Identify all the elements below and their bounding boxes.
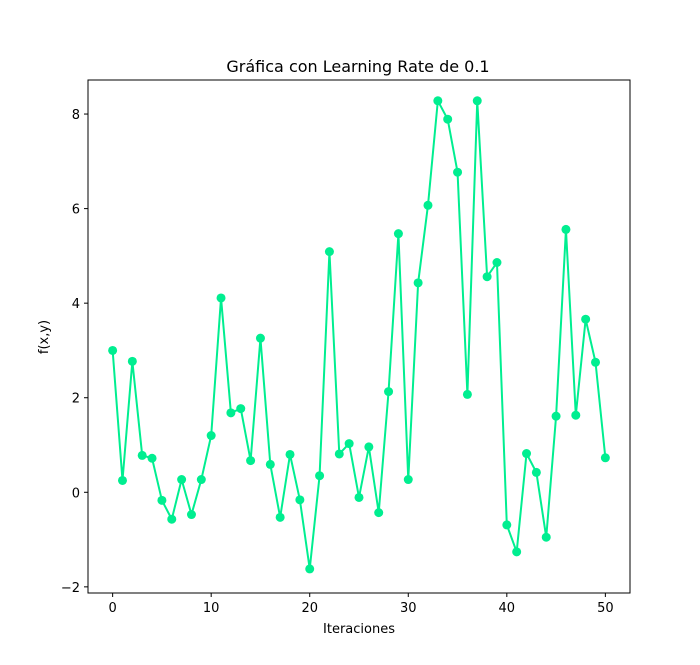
data-point	[324, 247, 334, 257]
data-point	[393, 229, 403, 239]
data-point	[117, 475, 127, 485]
y-tick-label: 6	[72, 203, 80, 218]
data-point	[196, 475, 206, 485]
data-point	[433, 96, 443, 106]
data-point	[186, 510, 196, 520]
data-point	[255, 333, 265, 343]
data-point	[108, 345, 118, 355]
y-tick-label: 4	[72, 297, 80, 312]
plot-frame	[87, 79, 631, 594]
data-point	[472, 96, 482, 106]
data-point	[315, 471, 325, 481]
data-point	[541, 532, 551, 542]
data-point	[374, 508, 384, 518]
y-tick-label: 0	[72, 486, 80, 501]
data-point	[177, 475, 187, 485]
data-point	[206, 431, 216, 441]
y-tick-label: 2	[72, 392, 80, 407]
data-point	[157, 495, 167, 505]
data-point	[137, 450, 147, 460]
data-point	[591, 357, 601, 367]
data-point	[285, 449, 295, 459]
data-point	[295, 495, 305, 505]
data-point	[265, 459, 275, 469]
x-axis-label: Iteraciones	[323, 622, 395, 637]
x-tick-label: 20	[301, 601, 318, 616]
data-point	[275, 512, 285, 522]
y-axis-label: f(x,y)	[37, 320, 52, 354]
y-tick-label: −2	[61, 581, 80, 596]
data-point	[443, 114, 453, 124]
data-point	[364, 442, 374, 452]
data-point	[226, 408, 236, 418]
data-point	[354, 492, 364, 502]
data-point	[600, 453, 610, 463]
data-point	[482, 272, 492, 282]
data-point	[246, 456, 256, 466]
data-point	[561, 224, 571, 234]
data-point	[167, 514, 177, 524]
x-tick-label: 40	[499, 601, 516, 616]
y-tick-label: 8	[72, 108, 80, 123]
x-tick-label: 30	[400, 601, 417, 616]
chart-title: Gráfica con Learning Rate de 0.1	[226, 57, 489, 76]
x-tick-label: 10	[203, 601, 220, 616]
data-point	[334, 449, 344, 459]
data-point	[403, 475, 413, 485]
data-point	[551, 411, 561, 421]
data-point	[423, 200, 433, 210]
data-point	[512, 547, 522, 557]
data-point	[384, 387, 394, 397]
data-point	[413, 278, 423, 288]
data-point	[305, 564, 315, 574]
x-tick-label: 0	[108, 601, 116, 616]
data-point	[581, 314, 591, 324]
data-point	[571, 410, 581, 420]
data-point	[502, 520, 512, 530]
data-point	[127, 356, 137, 366]
x-tick-label: 50	[597, 601, 614, 616]
data-point	[462, 389, 472, 399]
data-point	[344, 439, 354, 449]
data-point	[147, 453, 157, 463]
data-point	[492, 258, 502, 268]
data-point	[453, 167, 463, 177]
data-point	[216, 293, 226, 303]
data-point	[522, 449, 532, 459]
data-point	[236, 404, 246, 414]
data-point	[531, 467, 541, 477]
